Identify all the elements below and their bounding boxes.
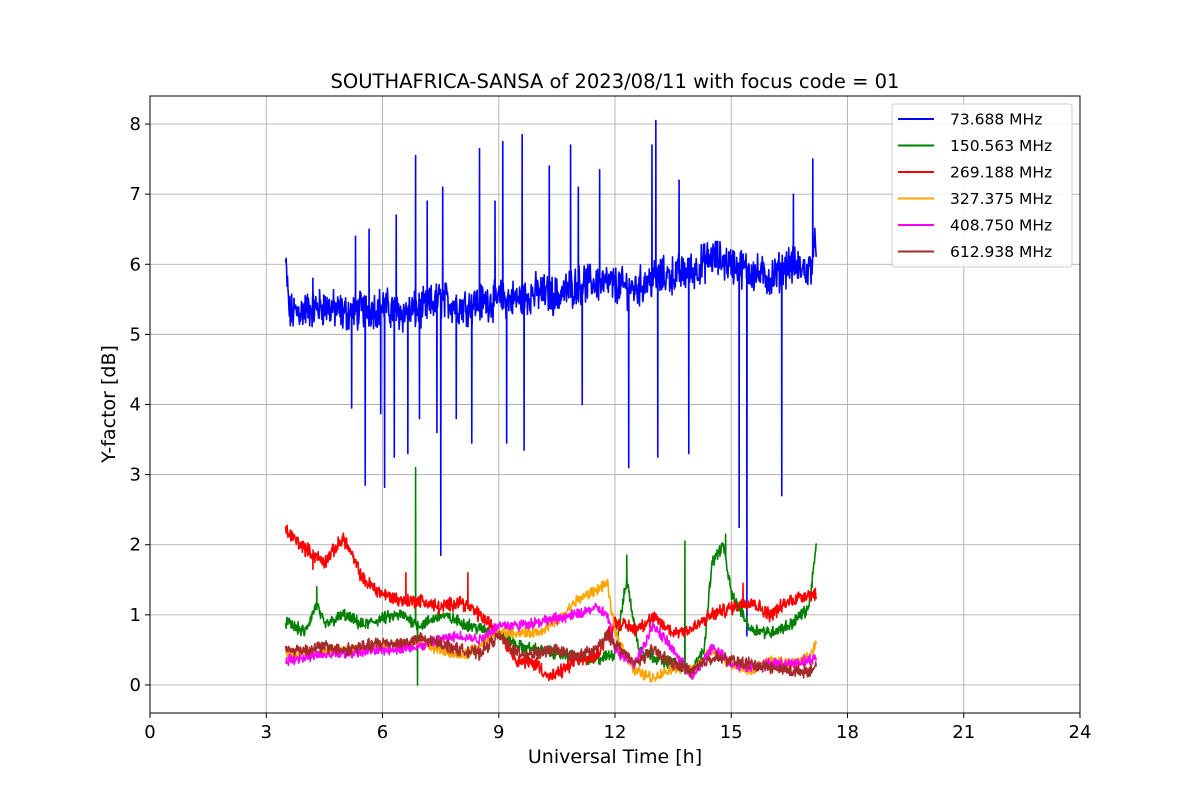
series-line-1 [284,119,817,637]
x-tick-label: 21 [952,722,975,743]
x-tick-label: 12 [604,722,627,743]
x-tick-label: 24 [1069,722,1092,743]
series-line-3 [284,524,817,682]
y-tick-label: 2 [130,535,141,556]
y-tick-label: 4 [130,395,141,416]
legend-entry-label: 612.938 MHz [950,243,1052,261]
x-tick-label: 3 [261,722,272,743]
legend-entry-label: 327.375 MHz [950,190,1052,208]
y-axis-label: Y-factor [dB] [98,345,120,464]
y-tick-label: 3 [130,465,141,486]
legend-entry-label: 73.688 MHz [950,111,1042,129]
legend-box [891,103,1073,268]
y-tick-label: 8 [130,114,141,135]
x-tick-label: 6 [377,722,388,743]
series-line-6 [284,630,817,679]
legend-entry-label: 269.188 MHz [950,164,1052,182]
x-tick-label: 18 [836,722,859,743]
legend-entry-label: 150.563 MHz [950,137,1052,155]
y-tick-label: 0 [130,675,141,696]
x-tick-label: 0 [144,722,155,743]
x-tick-label: 9 [493,722,504,743]
x-axis-label: Universal Time [h] [528,746,702,768]
chart-title: SOUTHAFRICA-SANSA of 2023/08/11 with foc… [331,70,900,93]
y-tick-label: 6 [130,254,141,275]
y-tick-label: 7 [130,184,141,205]
legend: 73.688 MHz 150.563 MHz 269.188 MHz 327.375 … [891,103,1073,268]
legend-entry-label: 408.750 MHz [950,217,1052,235]
x-tick-label: 15 [720,722,743,743]
y-tick-label: 5 [130,324,141,345]
y-tick-label: 1 [130,605,141,626]
series-layer [284,119,817,686]
